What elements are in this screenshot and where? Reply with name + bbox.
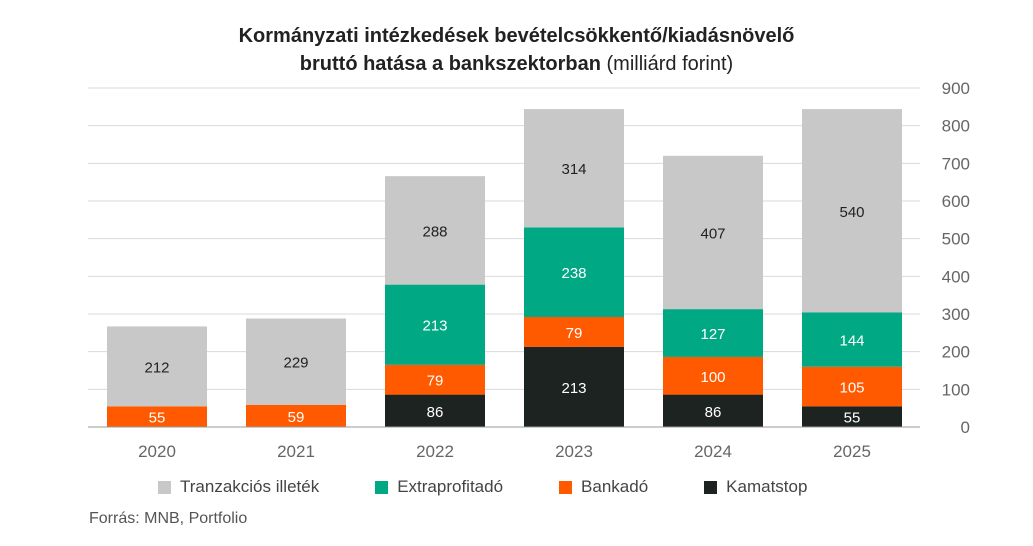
legend-swatch-extraprofit [375,480,389,494]
data-label: 79 [427,373,444,390]
y-tick-label: 700 [942,154,970,173]
bar-segment [385,394,485,427]
data-label: 238 [561,265,586,282]
legend-label-tranzakcios: Tranzakciós illeték [180,477,320,496]
legend-item-extraprofit: Extraprofitadó [375,477,503,497]
legend-label-kamatstop: Kamatstop [726,477,808,496]
data-labels: 55 212 59 229 86 79 213 288 213 79 238 314 86 100 127 4… [144,161,864,426]
data-label: 105 [839,380,864,397]
y-tick-label: 900 [942,79,970,98]
y-tick-label: 300 [942,305,970,324]
bar-segment [663,394,763,427]
chart-title-line2-unit: (milliárd forint) [600,53,734,75]
grid-lines [88,87,920,390]
bar-segment [246,318,346,405]
bar-segment [663,356,763,395]
legend-item-kamatstop: Kamatstop [704,477,807,497]
data-label: 86 [427,404,444,421]
y-tick-label: 0 [961,418,970,437]
bar-segment [802,366,902,407]
y-tick-label: 100 [942,380,970,399]
y-tick-label: 400 [942,267,970,286]
x-tick-label: 2020 [138,442,176,461]
chart-title-line2-bold: bruttó hatása a bankszektorban [299,53,601,75]
legend-swatch-tranzakcios [158,480,171,494]
x-tick-label: 2021 [277,442,315,461]
bars [107,109,902,427]
data-label: 59 [288,409,305,426]
bar-segment [385,176,485,285]
data-label: 229 [283,355,308,372]
y-tick-label: 600 [942,192,970,211]
data-label: 55 [844,410,861,427]
y-tick-label: 500 [942,230,970,249]
legend-label-bankado: Bankadó [581,477,649,496]
chart-title-line2: bruttó hatása a bankszektorban (milliárd… [0,50,1033,78]
data-label: 288 [422,223,447,240]
data-label: 213 [422,318,447,335]
data-label: 212 [144,359,169,376]
bar-segment [802,109,902,313]
bar-segment [663,155,763,310]
bar-segment [524,109,624,228]
x-tick-label: 2022 [416,442,454,461]
bar-segment [524,227,624,318]
data-label: 86 [705,404,722,421]
data-label: 213 [561,380,586,397]
legend-swatch-bankado [559,480,573,494]
legend-item-tranzakcios: Tranzakciós illeték [158,477,319,497]
bar-segment [802,312,902,367]
x-tick-label: 2023 [555,442,593,461]
data-label: 144 [839,333,864,350]
data-label: 55 [149,410,166,427]
x-tick-label: 2024 [694,442,732,461]
data-label: 314 [561,161,586,178]
chart-title-line1: Kormányzati intézkedések bevételcsökkent… [238,25,795,47]
bar-segment [385,364,485,395]
y-axis: 0 100 200 300 400 500 600 700 800 900 [942,79,970,437]
x-tick-label: 2025 [833,442,871,461]
bar-segment [385,284,485,365]
data-label: 100 [700,369,725,386]
legend-swatch-kamatstop [704,480,718,494]
bar-segment [663,309,763,357]
bar-segment [107,406,207,427]
bar-segment [524,317,624,347]
y-tick-label: 200 [942,343,970,362]
bar-segment [524,346,624,427]
chart-title: Kormányzati intézkedések bevételcsökkent… [0,22,1033,78]
x-axis: 2020 2021 2022 2023 2024 2025 [88,426,920,461]
data-label: 79 [566,325,583,342]
legend-item-bankado: Bankadó [559,477,648,497]
bar-segment [246,404,346,427]
data-label: 407 [700,225,725,242]
legend-label-extraprofit: Extraprofitadó [397,477,504,496]
source-note: Forrás: MNB, Portfolio [89,510,248,527]
data-label: 127 [700,326,725,343]
y-tick-label: 800 [942,117,970,136]
bar-segment [802,406,902,427]
data-label: 540 [839,204,864,221]
bar-segment [107,326,207,407]
legend: Tranzakciós illeték Extraprofitadó Banka… [158,475,863,499]
